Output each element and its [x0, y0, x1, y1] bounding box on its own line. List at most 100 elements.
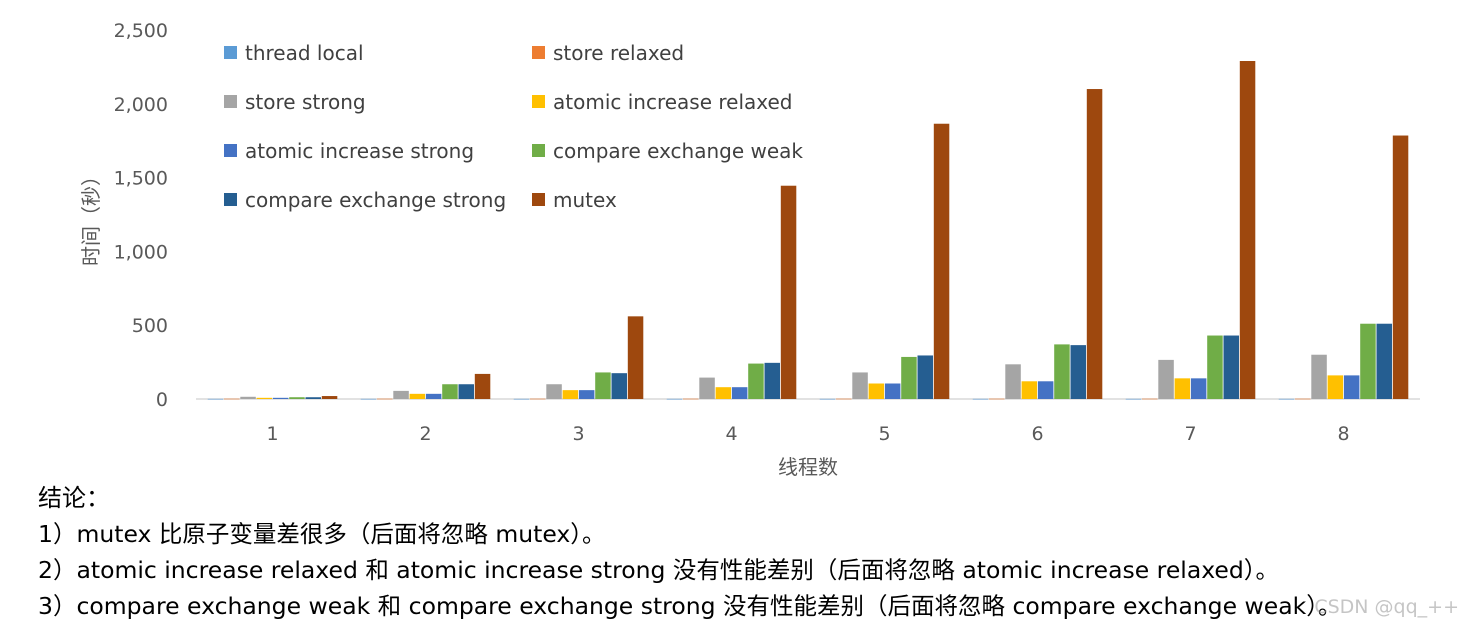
x-tick-label: 4: [725, 423, 737, 445]
bar: [715, 387, 732, 399]
bar: [972, 398, 989, 400]
bar: [683, 398, 699, 400]
legend-label: store relaxed: [553, 41, 684, 65]
bar: [272, 397, 289, 399]
conclusion-point-2: 2）atomic increase relaxed 和 atomic incre…: [38, 556, 1280, 584]
bar: [1311, 354, 1327, 399]
bar: [780, 185, 797, 399]
legend-swatch: [532, 193, 545, 206]
legend-swatch: [224, 46, 237, 59]
legend-label: compare exchange strong: [245, 188, 506, 212]
y-axis-title: 时间（秒）: [79, 166, 103, 266]
bar: [442, 384, 458, 399]
legend-label: compare exchange weak: [553, 139, 803, 163]
bar: [1005, 364, 1021, 399]
conclusion-heading: 结论：: [38, 484, 110, 512]
bar: [852, 372, 868, 399]
legend-item: store strong: [224, 90, 366, 114]
x-tick-label: 8: [1337, 423, 1349, 445]
legend-label: atomic increase strong: [245, 139, 474, 163]
bar: [699, 377, 715, 399]
x-tick-label: 1: [266, 423, 278, 445]
legend-label: atomic increase relaxed: [553, 90, 793, 114]
y-axis-ticks: 0 500 1,000 1,500 2,000 2,500: [114, 20, 168, 411]
bars: [207, 61, 1409, 400]
x-axis-title: 线程数: [778, 455, 838, 479]
legend-item: atomic increase strong: [224, 139, 474, 163]
bar: [748, 363, 764, 399]
legend-swatch: [532, 95, 545, 108]
bar: [562, 390, 579, 399]
bar: [458, 384, 474, 399]
y-tick-label: 500: [132, 315, 168, 337]
x-tick-label: 2: [419, 423, 431, 445]
bar: [1376, 323, 1392, 399]
y-tick-label: 0: [156, 389, 168, 411]
bar: [1070, 345, 1086, 399]
legend-swatch: [224, 95, 237, 108]
bar: [256, 397, 273, 399]
bar: [224, 398, 240, 400]
bar: [1125, 398, 1142, 400]
bar: [884, 383, 901, 399]
bar: [513, 398, 530, 400]
legend-swatch: [224, 144, 237, 157]
conclusion-text: 结论： 1）mutex 比原子变量差很多（后面将忽略 mutex）。 2）ato…: [38, 480, 1458, 624]
bar: [1327, 375, 1344, 399]
bar: [377, 398, 393, 400]
bar: [1021, 381, 1038, 399]
x-axis-ticks: 1 2 3 4 5 6 7 8: [266, 423, 1349, 445]
bar: [578, 390, 595, 399]
bar: [425, 393, 442, 399]
bar: [1278, 398, 1295, 400]
bar: [1037, 381, 1054, 399]
bar: [1392, 135, 1409, 399]
bar: [289, 397, 305, 399]
bar: [1190, 378, 1207, 399]
bar: [901, 356, 917, 399]
bar: [989, 398, 1005, 400]
x-tick-label: 6: [1031, 423, 1043, 445]
bar: [933, 123, 950, 399]
legend-label: thread local: [245, 41, 364, 65]
legend-item: compare exchange weak: [532, 139, 803, 163]
bar: [731, 387, 748, 399]
bar: [1086, 89, 1103, 399]
bar: [1223, 335, 1239, 399]
bar: [321, 396, 338, 399]
bar: [1142, 398, 1158, 400]
y-tick-label: 1,500: [114, 168, 168, 190]
bar: [1343, 375, 1360, 399]
bar: [530, 398, 546, 400]
bar: [1360, 323, 1376, 399]
bar: [1174, 378, 1191, 399]
conclusion-point-3: 3）compare exchange weak 和 compare exchan…: [38, 592, 1342, 620]
legend-swatch: [224, 193, 237, 206]
bar: [917, 355, 933, 399]
x-tick-label: 3: [572, 423, 584, 445]
bar: [666, 398, 683, 400]
bar: [868, 383, 885, 399]
bar: [207, 398, 224, 400]
x-tick-label: 7: [1184, 423, 1196, 445]
bar: [409, 393, 426, 399]
legend-item: compare exchange strong: [224, 188, 506, 212]
bar: [764, 362, 780, 399]
bar: [360, 398, 377, 400]
legend-item: thread local: [224, 41, 364, 65]
bar: [819, 398, 836, 400]
bar: [240, 396, 256, 399]
legend-item: store relaxed: [532, 41, 684, 65]
bar: [1295, 398, 1311, 400]
bar: [474, 373, 491, 399]
bar: [546, 384, 562, 399]
bar: [1158, 359, 1174, 399]
y-tick-label: 2,000: [114, 94, 168, 116]
x-tick-label: 5: [878, 423, 890, 445]
bar: [611, 373, 627, 399]
y-tick-label: 2,500: [114, 20, 168, 42]
legend-item: mutex: [532, 188, 617, 212]
watermark: CSDN @qq_++: [1314, 596, 1459, 618]
legend-swatch: [532, 144, 545, 157]
